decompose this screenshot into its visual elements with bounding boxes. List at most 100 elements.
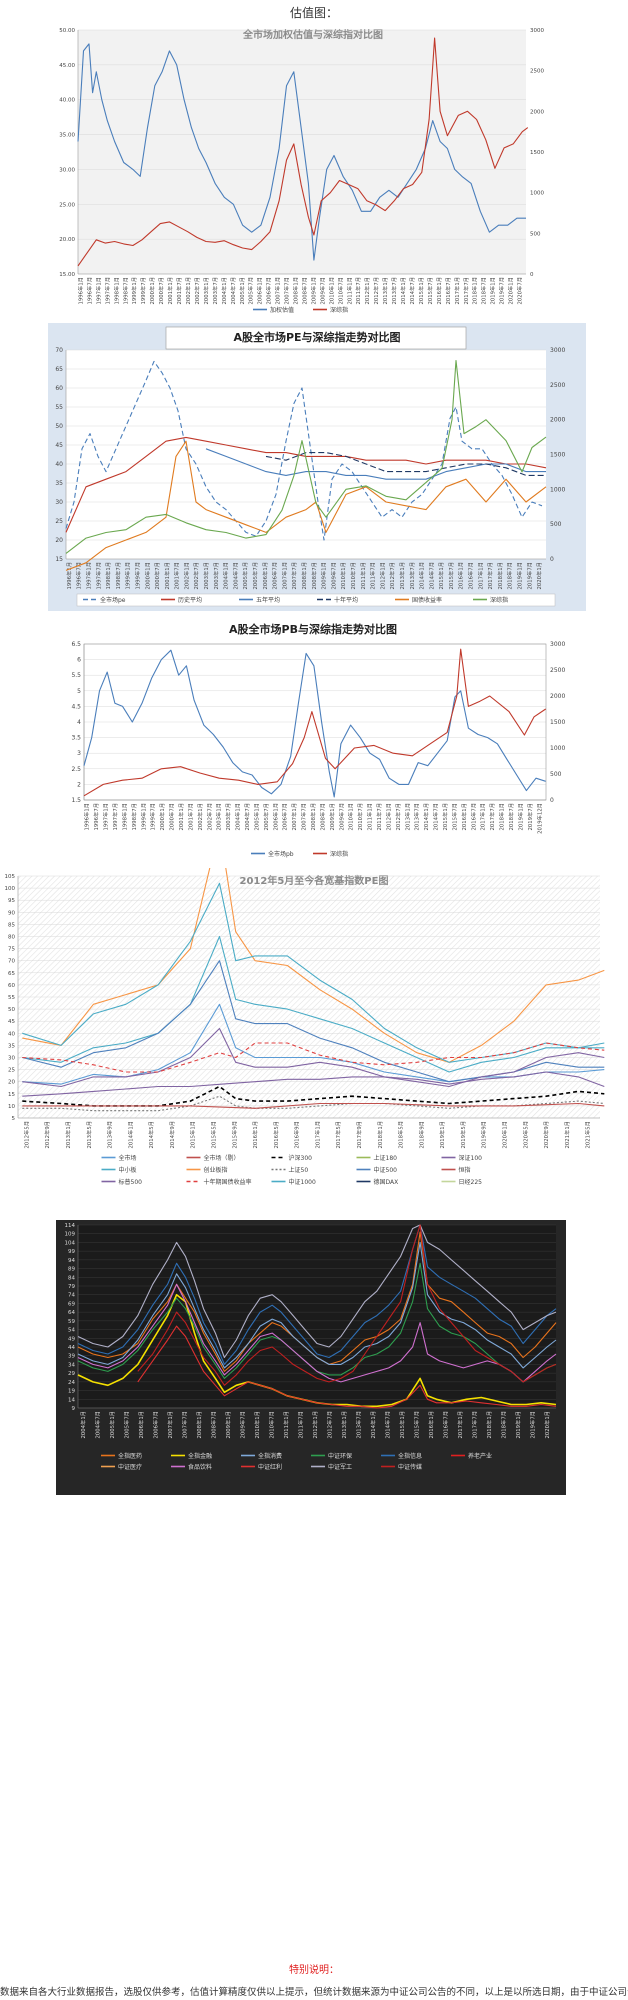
special-note-heading: 特别说明： <box>289 1965 339 1976</box>
x-tick-label: 2014年7月 <box>432 803 440 830</box>
y-tick-label: 79 <box>68 1284 75 1290</box>
series-line <box>77 43 526 261</box>
x-tick-label: 2015年1月 <box>189 1121 197 1148</box>
y-tick-label: 6.5 <box>71 641 81 648</box>
x-tick-label: 2006年1月 <box>271 803 279 830</box>
x-tick-label: 2016年1月 <box>251 1121 259 1148</box>
x-tick-label: 2005年7月 <box>251 562 259 589</box>
legend-label: 上证180 <box>374 1154 398 1162</box>
y-tick-label: 55 <box>55 404 63 411</box>
x-tick-label: 2011年1月 <box>366 803 374 830</box>
x-tick-label: 2020年5月 <box>521 1121 529 1148</box>
x-tick-label: 2003年1月 <box>202 277 210 304</box>
x-tick-label: 2010年1月 <box>327 277 335 304</box>
x-tick-label: 2007年7月 <box>300 803 308 830</box>
y-tick-label: 45.00 <box>59 63 75 69</box>
x-tick-label: 2018年1月 <box>496 562 504 589</box>
y-tick-label: 15.00 <box>59 272 75 278</box>
legend-label: 中证500 <box>374 1166 398 1174</box>
y-tick-label: 2.5 <box>71 766 81 773</box>
chart-panel-broad-index-pe: 2012年5月至今各宽基指数PE图 105 100 95 90 85 80 75 70 65 60 5… <box>0 868 628 1204</box>
series-line <box>77 1283 557 1383</box>
y-tick-label: 20.00 <box>59 237 75 243</box>
x-tick-label: 2003年7月 <box>212 562 220 589</box>
x-tick-label: 2011年1月 <box>282 1411 290 1438</box>
y2-tick-label: 1500 <box>550 452 565 459</box>
x-tick-label: 2012年9月 <box>43 1121 51 1148</box>
series-line <box>65 360 543 541</box>
x-tick-label: 2016年7月 <box>467 562 475 589</box>
x-tick-label: 2016年9月 <box>293 1121 301 1148</box>
chart-title: 全市场加权估值与深综指对比图 <box>242 28 383 41</box>
x-tick-label: 2001年1月 <box>166 277 174 304</box>
x-tick-label: 1996年1月 <box>65 562 73 589</box>
legend-label: 恒指 <box>459 1166 471 1174</box>
y-tick-label: 44 <box>68 1345 75 1351</box>
x-tick-label: 2007年7月 <box>283 277 291 304</box>
x-tick-label: 2001年7月 <box>173 562 181 589</box>
x-tick-label: 2012年1月 <box>311 1411 319 1438</box>
x-tick-label: 1999年1月 <box>124 562 132 589</box>
x-tick-label: 2018年1月 <box>498 803 506 830</box>
y-tick-label: 5 <box>77 688 81 695</box>
x-tick-label: 2007年1月 <box>280 562 288 589</box>
x-tick-label: 2013年1月 <box>403 803 411 830</box>
x-tick-label: 2008年7月 <box>300 277 308 304</box>
y2-tick-label: 3000 <box>530 28 544 34</box>
x-tick-label: 2007年7月 <box>181 1411 189 1438</box>
y-tick-label: 4.5 <box>71 703 81 710</box>
x-tick-label: 1997年1月 <box>102 803 110 830</box>
y2-tick-label: 500 <box>550 521 562 528</box>
x-tick-label: 2005年7月 <box>123 1411 131 1438</box>
y-tick-label: 3.5 <box>71 735 81 742</box>
x-tick-label: 2016年7月 <box>444 277 452 304</box>
x-tick-label: 2017年1月 <box>456 1411 464 1438</box>
x-tick-label: 2016年1月 <box>457 562 465 589</box>
legend-label: 全市场（剔） <box>204 1154 240 1162</box>
series-line <box>83 648 547 797</box>
y2-tick-label: 3000 <box>550 347 565 354</box>
x-tick-label: 2014年5月 <box>147 1121 155 1148</box>
x-tick-label: 2005年1月 <box>238 277 246 304</box>
x-tick-label: 2013年7月 <box>390 277 398 304</box>
y-tick-label: 50 <box>8 1007 15 1013</box>
y2-tick-label: 1500 <box>530 150 544 156</box>
x-tick-label: 2019年1月 <box>438 1121 446 1148</box>
y-tick-label: 104 <box>65 1240 76 1246</box>
x-tick-label: 2019年5月 <box>459 1121 467 1148</box>
x-tick-label: 1998年1月 <box>104 562 112 589</box>
x-tick-label: 2015年7月 <box>426 277 434 304</box>
x-tick-label: 2015年1月 <box>398 1411 406 1438</box>
x-tick-label: 2014年1月 <box>418 562 426 589</box>
x-tick-label: 2001年1月 <box>177 803 185 830</box>
series-line <box>77 37 529 267</box>
x-tick-label: 2009年7月 <box>318 277 326 304</box>
x-tick-label: 2010年7月 <box>356 803 364 830</box>
legend-label: 全市场 <box>119 1154 137 1162</box>
y-tick-label: 64 <box>68 1310 75 1316</box>
series-line <box>65 359 547 554</box>
x-tick-label: 2009年1月 <box>328 803 336 830</box>
x-tick-label: 2007年7月 <box>290 562 298 589</box>
y-tick-label: 10 <box>8 1104 15 1110</box>
x-tick-label: 2013年9月 <box>106 1121 114 1148</box>
x-tick-label: 2018年5月 <box>397 1121 405 1148</box>
x-tick-label: 2019年1月 <box>514 1411 522 1438</box>
y-tick-label: 2 <box>77 781 81 788</box>
series-line <box>83 649 546 798</box>
legend-label: 深证100 <box>459 1154 483 1162</box>
y-tick-label: 49 <box>68 1336 75 1342</box>
legend-label: 中证传媒 <box>398 1463 422 1471</box>
x-tick-label: 2004年1月 <box>222 562 230 589</box>
x-tick-label: 1998年7月 <box>130 803 138 830</box>
y-tick-label: 69 <box>68 1301 75 1307</box>
x-tick-label: 1998年7月 <box>114 562 122 589</box>
x-tick-label: 2015年9月 <box>230 1121 238 1148</box>
x-tick-label: 2002年1月 <box>182 562 190 589</box>
x-tick-label: 2000年7月 <box>153 562 161 589</box>
legend-label: 全指医药 <box>118 1452 142 1460</box>
x-tick-label: 2013年1月 <box>64 1121 72 1148</box>
x-tick-label: 2017年7月 <box>462 277 470 304</box>
series-line <box>22 1102 605 1109</box>
legend-label: 创业板指 <box>204 1166 228 1174</box>
